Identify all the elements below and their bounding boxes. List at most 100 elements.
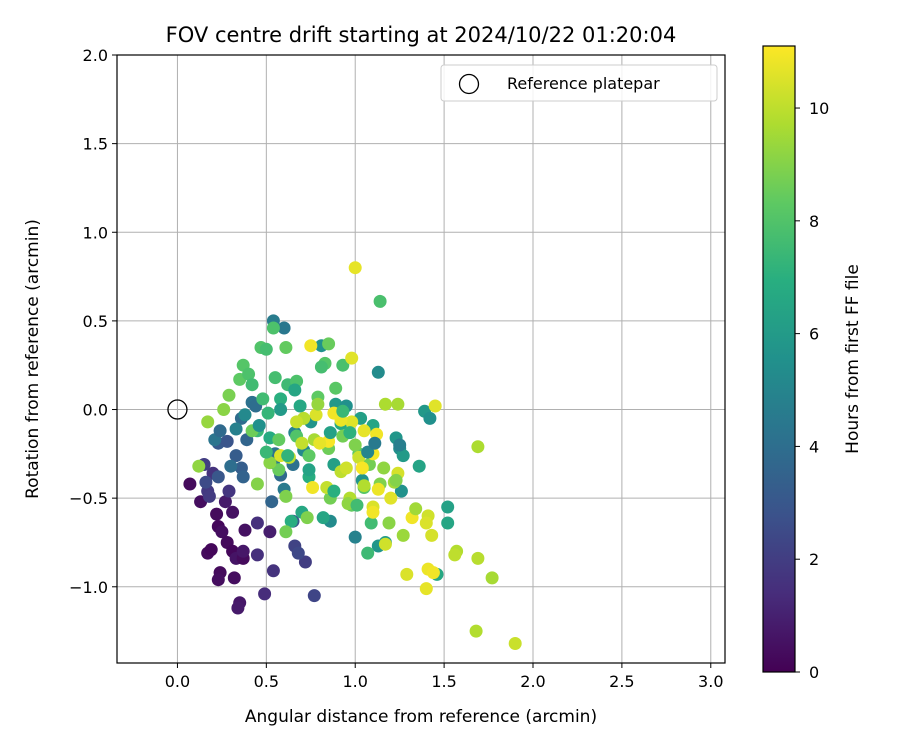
- data-point: [323, 426, 337, 440]
- data-point: [336, 404, 350, 418]
- data-point: [343, 426, 357, 440]
- data-point: [382, 516, 396, 530]
- colorbar-gradient: [762, 45, 796, 673]
- data-point: [485, 571, 499, 585]
- data-point: [293, 399, 307, 413]
- data-point: [419, 582, 433, 596]
- data-point: [357, 479, 371, 493]
- data-points: [167, 261, 522, 650]
- data-point: [227, 571, 241, 585]
- data-point: [339, 461, 353, 475]
- x-tick-label: 3.0: [698, 672, 723, 691]
- data-point: [366, 505, 380, 519]
- data-point: [211, 470, 225, 484]
- data-point: [220, 434, 234, 448]
- data-point: [412, 459, 426, 473]
- data-point: [357, 424, 371, 438]
- y-tick-label: 1.0: [83, 223, 108, 242]
- data-point: [508, 637, 522, 650]
- data-point: [336, 358, 350, 372]
- data-point: [279, 489, 293, 503]
- data-point: [309, 408, 323, 422]
- x-tick-label: 1.0: [342, 672, 367, 691]
- y-tick-label: −1.0: [69, 578, 108, 597]
- data-point: [396, 528, 410, 542]
- y-tick-label: 2.0: [83, 46, 108, 65]
- data-point: [307, 589, 321, 603]
- data-point: [279, 341, 293, 354]
- data-point: [313, 436, 327, 450]
- data-point: [378, 537, 392, 551]
- x-tick-label: 2.5: [609, 672, 634, 691]
- data-point: [266, 564, 280, 578]
- data-point: [229, 449, 243, 463]
- legend-box: [440, 64, 718, 102]
- colorbar-tick-label: 2: [809, 550, 819, 569]
- data-point: [284, 514, 298, 528]
- data-point: [361, 546, 375, 560]
- data-point: [471, 440, 485, 454]
- data-point: [222, 484, 236, 498]
- data-point: [394, 484, 408, 498]
- data-point: [268, 371, 282, 385]
- y-tick-label: −0.5: [69, 489, 108, 508]
- colorbar-tick-label: 4: [809, 437, 819, 456]
- data-point: [400, 567, 414, 581]
- data-point: [441, 516, 455, 530]
- y-axis-label: Rotation from reference (arcmin): [23, 219, 43, 499]
- data-point: [202, 489, 216, 503]
- data-point: [348, 438, 362, 452]
- data-point: [304, 339, 318, 353]
- data-point: [423, 411, 437, 425]
- x-tick-label: 1.5: [431, 672, 456, 691]
- data-point: [348, 530, 362, 544]
- data-point: [371, 482, 385, 496]
- data-point: [368, 436, 382, 450]
- data-point: [384, 491, 398, 505]
- data-point: [391, 397, 405, 411]
- data-point: [236, 470, 250, 484]
- data-point: [215, 525, 229, 539]
- data-point: [302, 449, 316, 463]
- data-point: [263, 456, 277, 470]
- data-point: [263, 525, 277, 539]
- data-point: [345, 415, 359, 429]
- data-point: [409, 502, 423, 516]
- colorbar-tick-label: 8: [809, 212, 819, 231]
- data-point: [316, 511, 330, 525]
- colorbar-tick-label: 0: [809, 663, 819, 682]
- x-tick-label: 2.0: [520, 672, 545, 691]
- data-point: [298, 555, 312, 569]
- y-tick-label: 0.0: [83, 401, 108, 420]
- chart-title: FOV centre drift starting at 2024/10/22 …: [166, 23, 677, 47]
- data-point: [274, 403, 288, 416]
- data-point: [306, 481, 320, 494]
- data-point: [272, 463, 286, 477]
- colorbar-label: Hours from first FF file: [843, 264, 863, 454]
- data-point: [302, 463, 316, 477]
- legend: Reference platepar: [440, 64, 718, 102]
- data-point: [238, 408, 252, 422]
- data-point: [389, 473, 403, 487]
- data-point: [250, 516, 264, 530]
- data-point: [242, 367, 256, 381]
- data-point: [183, 477, 197, 491]
- data-point: [258, 587, 272, 601]
- data-point: [222, 388, 236, 402]
- data-point: [448, 548, 462, 562]
- data-point: [288, 383, 302, 397]
- data-point: [396, 449, 410, 463]
- data-point: [265, 495, 279, 509]
- data-point: [355, 461, 369, 475]
- colorbar-tick-label: 6: [809, 325, 819, 344]
- data-point: [218, 495, 232, 509]
- data-point: [279, 525, 293, 539]
- data-point: [428, 399, 442, 413]
- data-point: [361, 445, 375, 459]
- data-point: [345, 351, 359, 365]
- data-point: [250, 548, 264, 562]
- data-point: [471, 551, 485, 565]
- data-point: [348, 261, 362, 275]
- plot-frame: [116, 54, 726, 664]
